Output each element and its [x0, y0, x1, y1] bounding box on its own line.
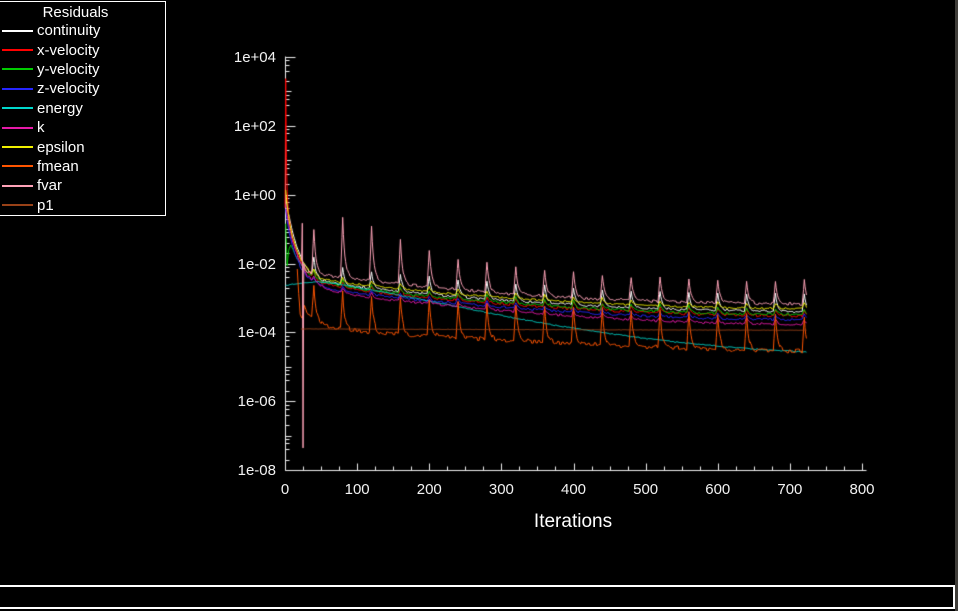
legend-item-k: k [0, 118, 165, 137]
x-tick-label-100: 100 [344, 481, 370, 498]
y-tick-label-1e+00: 1e+00 [233, 186, 276, 204]
legend-items: continuity x-velocity y-velocity z-velocity… [0, 21, 165, 215]
legend-item-epsilon: epsilon [0, 137, 165, 156]
legend-line-sample [2, 165, 33, 168]
legend-item-label: fvar [37, 177, 63, 195]
legend-item-label: energy [37, 99, 83, 117]
legend-line-sample [2, 204, 33, 207]
legend-item-label: x-velocity [37, 41, 100, 59]
x-tick-label-300: 300 [488, 481, 514, 498]
legend-item-p1: p1 [0, 196, 165, 215]
legend-item-energy: energy [0, 99, 165, 118]
x-axis-title: Iterations [533, 511, 613, 532]
x-tick-label-800: 800 [849, 481, 875, 498]
x-tick-label-400: 400 [560, 481, 587, 498]
legend-item-fvar: fvar [0, 176, 165, 195]
legend-item-z-velocity: z-velocity [0, 79, 165, 98]
legend-line-sample [2, 49, 33, 52]
legend-line-sample [2, 107, 33, 110]
legend-item-label: epsilon [37, 138, 85, 156]
legend-title: Residuals [42, 4, 109, 21]
y-tick-label-1e+02: 1e+02 [233, 117, 276, 135]
residuals-legend: Residuals continuity x-velocity y-velocity… [0, 1, 166, 216]
legend-item-label: k [37, 119, 45, 137]
x-tick-label-600: 600 [705, 481, 731, 498]
x-tick-label-200: 200 [416, 481, 442, 498]
legend-item-y-velocity: y-velocity [0, 60, 165, 79]
legend-item-x-velocity: x-velocity [0, 40, 165, 59]
legend-item-fmean: fmean [0, 157, 165, 176]
legend-item-label: continuity [37, 22, 101, 40]
legend-item-label: z-velocity [37, 80, 100, 98]
legend-item-continuity: continuity [0, 21, 165, 40]
legend-line-sample [2, 68, 33, 71]
window-right-border [955, 0, 958, 611]
legend-line-sample [2, 29, 33, 32]
x-tick-label-500: 500 [633, 481, 659, 498]
y-tick-label-1e-08: 1e-08 [237, 462, 276, 479]
lower-window-top-edge[interactable] [0, 585, 955, 609]
y-tick-label-1e+04: 1e+04 [233, 49, 276, 66]
legend-item-label: y-velocity [37, 60, 100, 78]
x-tick-label-700: 700 [777, 481, 803, 498]
legend-item-label: p1 [37, 196, 54, 214]
x-tick-label-0: 0 [280, 481, 290, 498]
legend-line-sample [2, 87, 33, 90]
y-tick-label-1e-02: 1e-02 [237, 255, 276, 273]
legend-line-sample [2, 184, 33, 187]
legend-item-label: fmean [37, 157, 79, 175]
legend-line-sample [2, 126, 33, 129]
legend-line-sample [2, 146, 33, 149]
y-tick-label-1e-06: 1e-06 [237, 393, 276, 411]
y-tick-label-1e-04: 1e-04 [237, 324, 276, 342]
